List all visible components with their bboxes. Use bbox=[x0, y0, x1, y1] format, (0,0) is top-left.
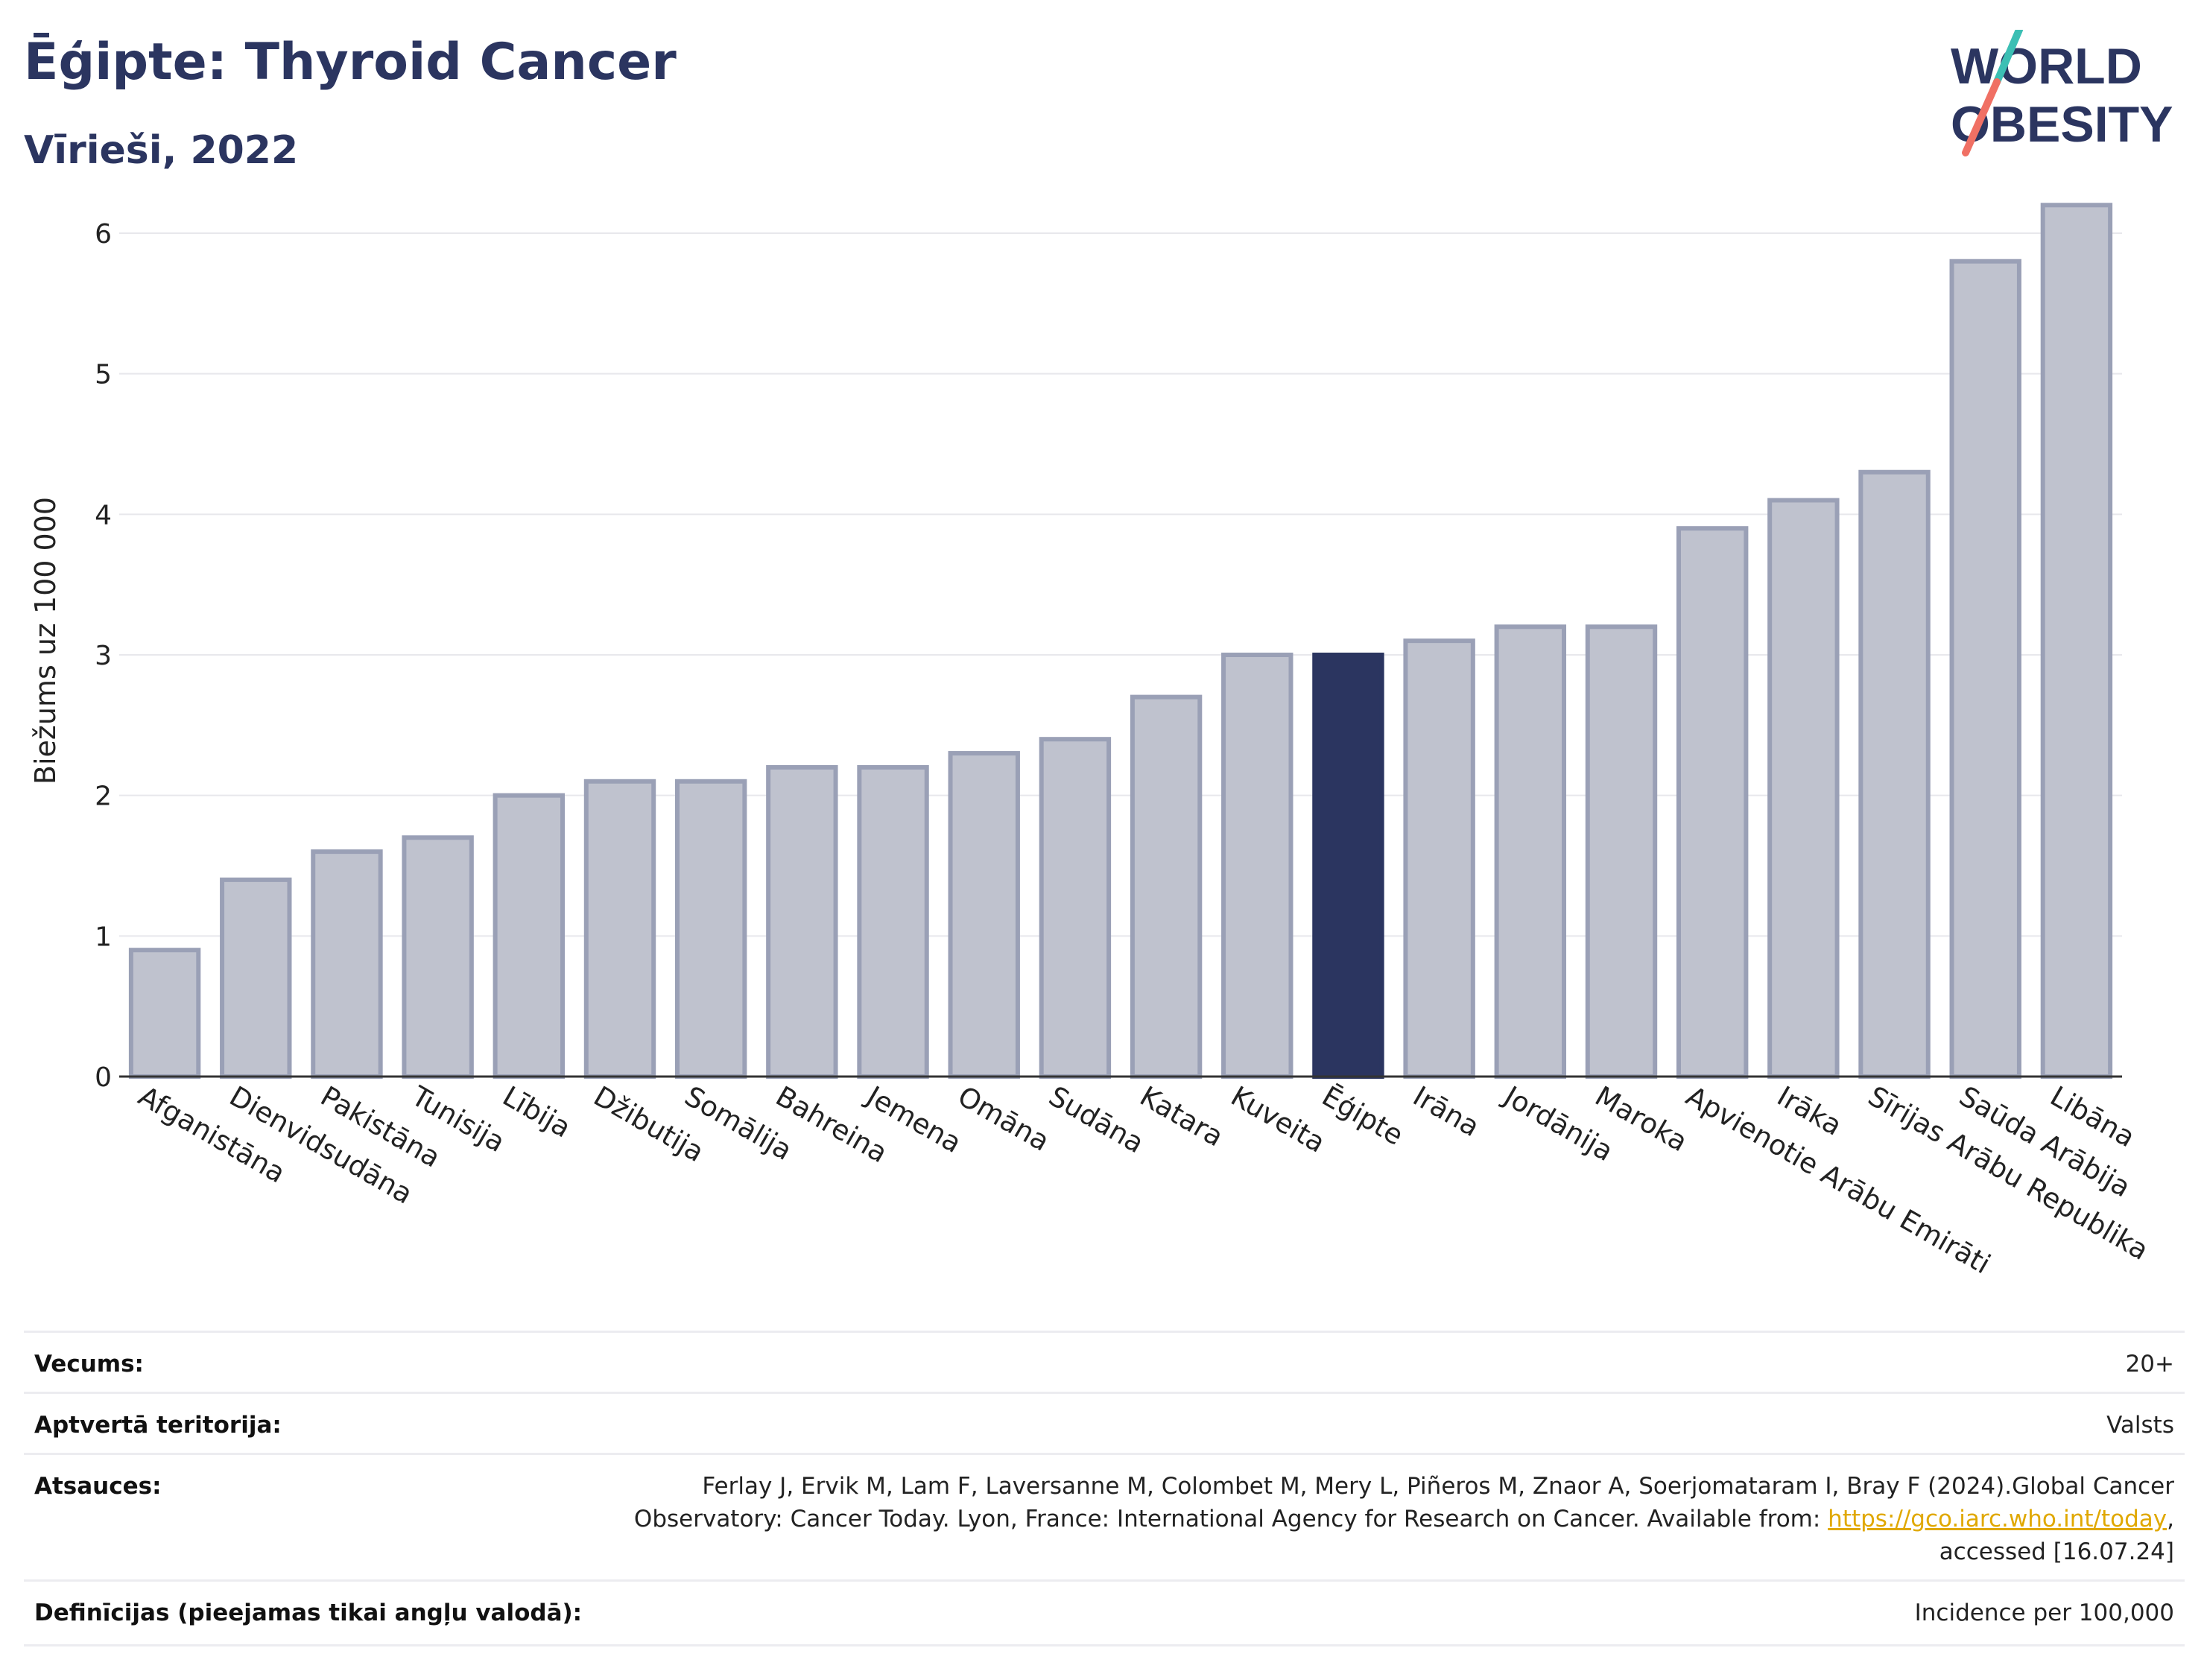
info-row-references: Atsauces: Ferlay J, Ervik M, Lam F, Lave… bbox=[24, 1453, 2185, 1582]
bar-6 bbox=[674, 779, 747, 1080]
x-tick-label: Ēģipte bbox=[1317, 1080, 1409, 1152]
logo-line1: WORLD bbox=[1951, 38, 2142, 95]
bar-2 bbox=[311, 849, 383, 1079]
reference-line: Observatory: Cancer Today. Lyon, France:… bbox=[634, 1503, 2174, 1535]
bar-17 bbox=[1676, 526, 1749, 1079]
x-tick-label: Katara bbox=[1135, 1080, 1229, 1153]
chart-bars bbox=[128, 203, 2113, 1080]
bar-3 bbox=[402, 835, 474, 1080]
y-tick-label: 4 bbox=[95, 500, 112, 530]
info-label: Aptvertā teritorija: bbox=[34, 1412, 282, 1439]
info-row-age: Vecums: 20+ bbox=[24, 1331, 2185, 1394]
x-axis-labels: AfganistānaDienvidsudānaPakistānaTunisij… bbox=[133, 1080, 2154, 1281]
y-axis-ticks: 0 1 2 3 4 5 6 bbox=[95, 219, 112, 1093]
y-tick-label: 5 bbox=[95, 360, 112, 390]
bar-1 bbox=[220, 877, 292, 1080]
bar-chart: 0 1 2 3 4 5 6 AfganistānaDienvidsudānaPakistān… bbox=[29, 203, 2154, 1281]
bar-10 bbox=[1039, 737, 1112, 1079]
y-tick-label: 1 bbox=[95, 922, 112, 952]
bar-20 bbox=[1949, 259, 2021, 1080]
reference-line: Ferlay J, Ervik M, Lam F, Laversanne M, … bbox=[702, 1473, 2174, 1500]
info-label: Definīcijas (pieejamas tikai angļu valod… bbox=[34, 1600, 583, 1626]
bar-13 bbox=[1312, 653, 1384, 1079]
bar-12 bbox=[1221, 653, 1293, 1079]
y-tick-label: 3 bbox=[95, 641, 112, 671]
info-value: Incidence per 100,000 bbox=[1914, 1600, 2174, 1626]
bar-19 bbox=[1858, 469, 1931, 1079]
bar-5 bbox=[583, 779, 656, 1080]
x-tick-label: Lībija bbox=[497, 1080, 576, 1144]
bar-9 bbox=[948, 751, 1020, 1079]
reference-line: accessed [16.07.24] bbox=[1939, 1538, 2174, 1565]
page-subtitle: Vīrieši, 2022 bbox=[24, 128, 299, 173]
y-tick-label: 0 bbox=[95, 1062, 112, 1093]
info-label: Vecums: bbox=[34, 1351, 144, 1378]
bar-4 bbox=[493, 793, 566, 1079]
info-row-definitions: Definīcijas (pieejamas tikai angļu valod… bbox=[24, 1579, 2185, 1646]
bar-0 bbox=[128, 948, 201, 1079]
bar-21 bbox=[2040, 203, 2113, 1079]
x-tick-label: Irāna bbox=[1407, 1080, 1485, 1144]
bar-7 bbox=[766, 764, 838, 1080]
info-row-coverage: Aptvertā teritorija: Valsts bbox=[24, 1392, 2185, 1455]
y-tick-label: 2 bbox=[95, 782, 112, 812]
x-tick-label: Kuveita bbox=[1226, 1080, 1331, 1159]
reference-text-part: Observatory: Cancer Today. Lyon, France:… bbox=[633, 1506, 1828, 1532]
info-value: 20+ bbox=[2125, 1351, 2174, 1378]
y-tick-label: 6 bbox=[95, 219, 112, 250]
info-label: Atsauces: bbox=[34, 1473, 162, 1500]
bar-11 bbox=[1130, 694, 1203, 1079]
reference-text: Ferlay J, Ervik M, Lam F, Laversanne M, … bbox=[634, 1470, 2174, 1568]
bar-16 bbox=[1585, 624, 1658, 1079]
bar-8 bbox=[857, 764, 929, 1080]
reference-text-part: , bbox=[2167, 1506, 2174, 1532]
x-tick-label: Sudāna bbox=[1043, 1080, 1149, 1160]
reference-link[interactable]: https://gco.iarc.who.int/today bbox=[1828, 1506, 2167, 1532]
world-obesity-logo: WORLD OBESITY bbox=[1951, 30, 2173, 156]
page-title: Ēģipte: Thyroid Cancer bbox=[24, 33, 677, 92]
info-value: Valsts bbox=[2106, 1412, 2174, 1439]
y-axis-label: Biežums uz 100 000 bbox=[29, 497, 62, 784]
bar-15 bbox=[1494, 624, 1567, 1079]
x-tick-label: Omāna bbox=[952, 1080, 1055, 1158]
bar-18 bbox=[1767, 498, 1840, 1079]
bar-14 bbox=[1403, 638, 1475, 1079]
